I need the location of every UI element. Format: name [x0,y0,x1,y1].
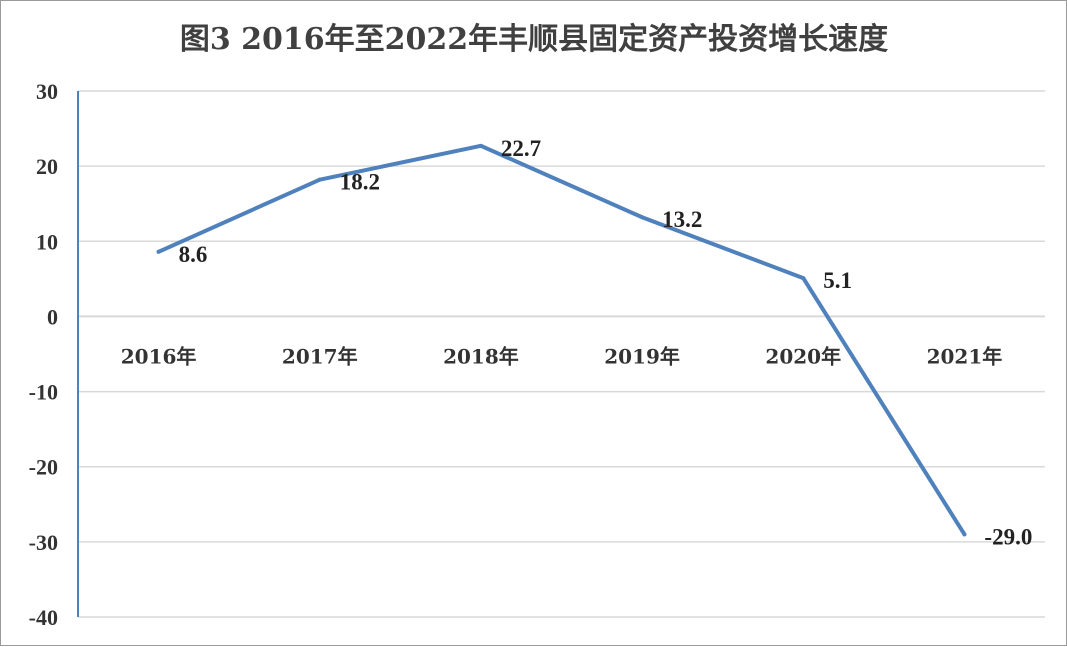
data-point [478,143,483,148]
data-label: 18.2 [340,170,380,195]
data-label: -29.0 [984,524,1032,549]
data-label: 8.6 [179,242,208,267]
series-line [156,143,967,537]
data-labels: 8.6 18.2 22.7 13.2 5.1 -29.0 [179,136,1033,549]
data-point [962,532,967,537]
data-label: 5.1 [823,268,852,293]
y-axis-ticks: 30 20 10 0 -10 -20 -30 -40 [29,79,58,630]
x-category-label: 2019年 [604,344,680,368]
data-label: 13.2 [662,207,702,232]
x-category-label: 2021年 [927,344,1003,368]
x-category-label: 2017年 [282,344,358,368]
data-point [801,276,806,281]
y-tick-label: -20 [29,455,58,480]
chart-title: 图3 2016年至2022年丰顺县固定资产投资增长速度 [180,22,888,57]
y-tick-label: -30 [29,530,58,555]
x-category-label: 2020年 [765,344,841,368]
series-line-layer [156,143,967,537]
x-category-label: 2018年 [443,344,519,368]
y-tick-label: 20 [36,154,58,179]
y-tick-label: 10 [36,229,58,254]
y-tick-label: 0 [47,304,58,329]
data-point [156,249,161,254]
x-axis-categories: 2016年 2017年 2018年 2019年 2020年 2021年 [121,344,1003,368]
y-tick-label: -10 [29,380,58,405]
data-label: 22.7 [501,136,541,161]
y-tick-label: 30 [36,79,58,104]
axes [77,91,1045,617]
y-tick-label: -40 [29,605,58,630]
data-point [317,177,322,182]
data-point [640,215,645,220]
x-category-label: 2016年 [121,344,197,368]
gridlines [78,90,1045,618]
